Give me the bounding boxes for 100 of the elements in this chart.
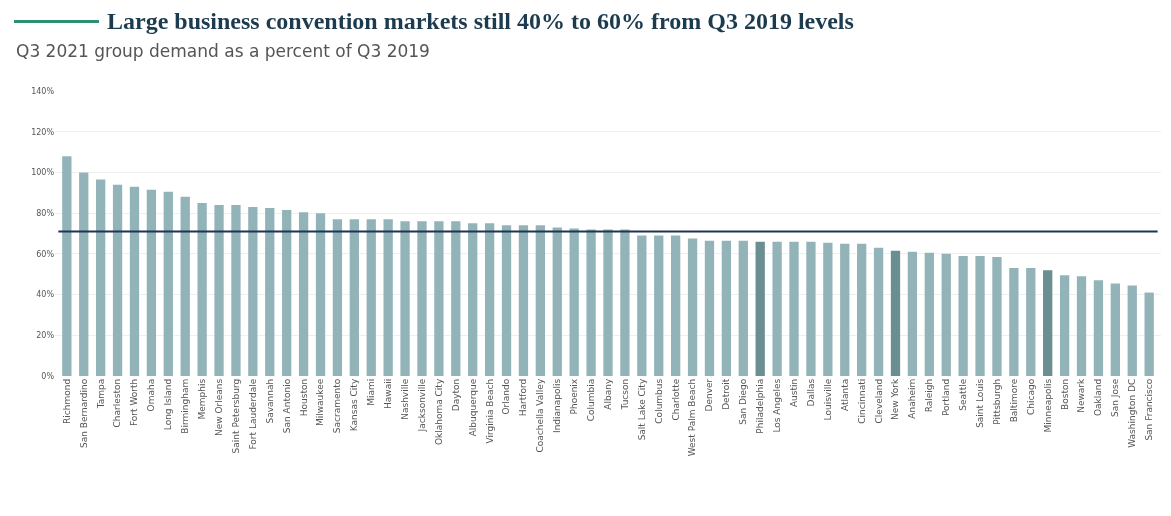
- bar: [924, 252, 934, 376]
- bar: [1093, 280, 1104, 376]
- x-tick-label: Charleston: [112, 378, 123, 428]
- bar: [907, 251, 918, 376]
- x-tick-label: San Antonio: [281, 378, 292, 434]
- x-tick-label: Oakland: [1093, 378, 1104, 417]
- y-tick-label: 80%: [36, 208, 55, 218]
- x-tick-label: Pittsburgh: [991, 378, 1002, 425]
- chart-title: Large business convention markets still 40% to 60% from Q3 2019 levels: [107, 8, 854, 35]
- bar: [857, 243, 867, 376]
- bar: [1059, 275, 1070, 376]
- bar: [873, 247, 884, 376]
- bar: [400, 221, 410, 376]
- bar: [468, 223, 478, 376]
- x-tick-label: Sacramento: [332, 378, 343, 434]
- x-tick-label: Cleveland: [873, 378, 884, 424]
- y-tick-label: 0%: [41, 371, 55, 381]
- x-tick-label: Minneapolis: [1042, 378, 1053, 433]
- y-tick-label: 140%: [31, 86, 55, 96]
- bar: [1144, 292, 1154, 376]
- x-tick-label: Columbia: [586, 378, 597, 422]
- x-tick-label: Salt Lake City: [636, 378, 647, 441]
- x-tick-label: New York: [890, 378, 901, 421]
- y-tick-label: 120%: [31, 127, 55, 137]
- bar: [992, 256, 1002, 376]
- bar: [552, 227, 562, 376]
- x-tick-label: Orlando: [501, 378, 512, 415]
- bar: [721, 240, 732, 376]
- y-tick-label: 20%: [36, 331, 55, 341]
- bar: [265, 208, 275, 376]
- x-tick-label: Omaha: [146, 378, 157, 412]
- bar: [366, 219, 376, 376]
- bar: [146, 189, 157, 376]
- bar: [535, 225, 546, 376]
- x-tick-label: New Orleans: [213, 378, 224, 437]
- bar: [1009, 268, 1019, 376]
- bar: [637, 235, 647, 376]
- x-tick-label: Portland: [941, 378, 952, 417]
- y-tick-label: 40%: [36, 290, 55, 300]
- x-tick-label: Philadelphia: [755, 378, 766, 434]
- x-tick-label: Indianapolis: [552, 378, 563, 434]
- x-tick-label: Tucson: [619, 378, 630, 411]
- x-tick-label: Fort Lauderdale: [247, 378, 258, 450]
- x-tick-label: Birmingham: [180, 378, 191, 434]
- x-tick-label: Fort Worth: [129, 378, 140, 427]
- x-tick-label: Columbus: [653, 378, 664, 424]
- chart-subtitle: Q3 2021 group demand as a percent of Q3 2019: [15, 40, 431, 61]
- bar: [129, 186, 140, 376]
- x-tick-label: Newark: [1076, 378, 1087, 413]
- x-tick-label: San Jose: [1110, 378, 1121, 417]
- bar: [282, 210, 292, 376]
- bar: [112, 184, 123, 376]
- bar: [349, 219, 359, 376]
- x-tick-label: Seattle: [958, 378, 969, 411]
- bar: [975, 255, 985, 376]
- x-tick-label: Los Angeles: [772, 378, 783, 433]
- x-tick-label: Virginia Beach: [484, 378, 495, 444]
- bar: [704, 240, 715, 376]
- x-tick-label: Anaheim: [907, 378, 918, 419]
- bar: [79, 172, 89, 376]
- x-tick-label: Albany: [602, 378, 613, 410]
- x-tick-label: Baltimore: [1008, 378, 1019, 423]
- bar: [214, 205, 224, 376]
- x-tick-label: Atlanta: [839, 378, 850, 412]
- bar: [231, 205, 241, 376]
- bar: [840, 243, 850, 376]
- bar: [586, 229, 596, 376]
- x-tick-label: Kansas City: [349, 378, 360, 432]
- bar: [890, 250, 901, 376]
- x-tick-label: Miami: [366, 378, 377, 406]
- bar: [823, 242, 833, 376]
- bar: [1043, 270, 1053, 376]
- x-tick-label: Saint Louis: [974, 378, 985, 428]
- bar: [603, 229, 613, 376]
- bar: [806, 241, 816, 376]
- bar: [451, 221, 461, 376]
- x-tick-label: Memphis: [197, 378, 208, 420]
- x-tick-label: Tampa: [95, 378, 106, 410]
- x-tick-label: Raleigh: [924, 378, 935, 413]
- bar: [96, 179, 106, 376]
- bar: [958, 255, 968, 376]
- bar: [1076, 276, 1087, 376]
- x-tick-label: Phoenix: [569, 378, 580, 415]
- bar: [180, 196, 190, 376]
- bar: [941, 253, 951, 376]
- x-tick-label: Boston: [1059, 378, 1070, 410]
- bar: [298, 212, 309, 376]
- x-tick-label: Savannah: [264, 378, 275, 424]
- bar: [789, 241, 799, 376]
- bar: [332, 219, 343, 376]
- bar: [755, 241, 765, 376]
- x-tick-label: Chicago: [1025, 378, 1036, 415]
- bar: [654, 235, 664, 376]
- x-tick-label: Jacksonville: [416, 378, 427, 433]
- x-tick-label: Long Island: [163, 378, 174, 431]
- x-tick-label: Louisville: [822, 378, 833, 421]
- x-tick-label: Charlotte: [670, 378, 681, 421]
- x-tick-label: Albuquerque: [467, 378, 478, 437]
- bar: [383, 219, 393, 376]
- x-tick-label: Denver: [704, 378, 715, 412]
